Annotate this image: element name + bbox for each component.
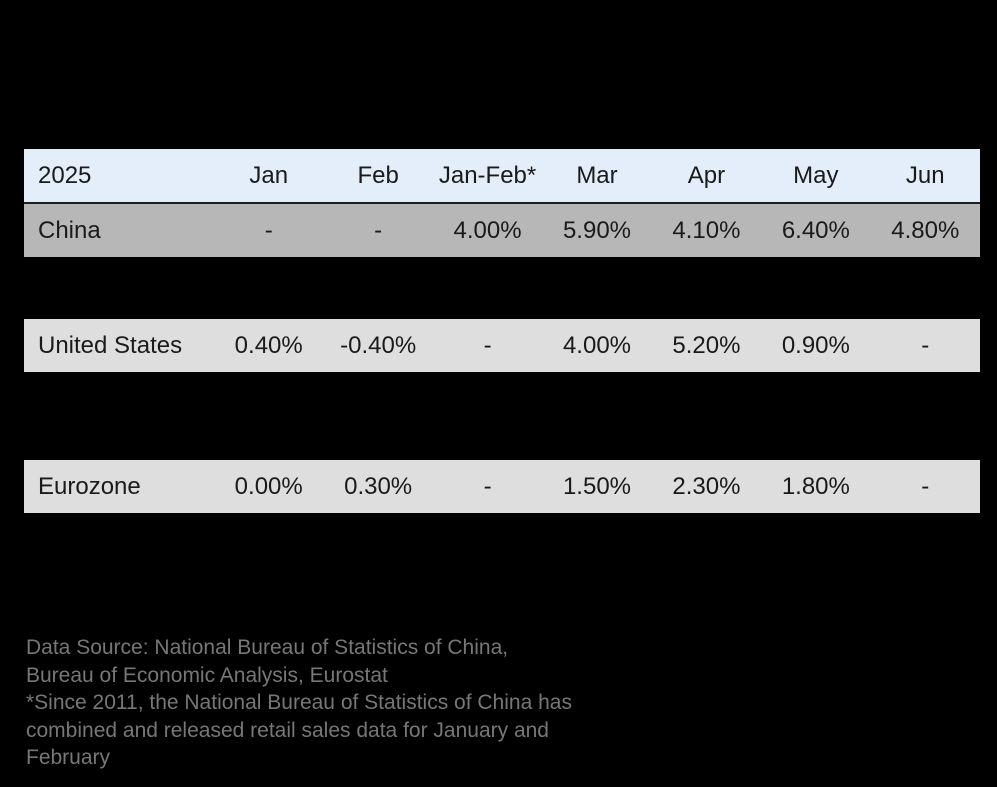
cell-china-apr: 4.10%: [672, 216, 741, 244]
row-label-united-states: United States: [38, 331, 183, 359]
column-header-jan: Jan: [249, 161, 289, 189]
cell-euro-mar: 1.50%: [562, 472, 632, 500]
row-label-china: China: [38, 216, 101, 244]
column-header-feb: Feb: [357, 161, 399, 189]
column-header-apr: Apr: [687, 161, 726, 189]
cell-us-may: 0.90%: [781, 331, 850, 359]
table-row-united-states: United States 0.40% -0.40% - 4.00% 5.20%…: [24, 319, 980, 372]
cell-china-jan: -: [264, 216, 273, 244]
cell-euro-jan-feb: -: [483, 472, 492, 500]
footer-line-data-source-1: Data Source: National Bureau of Statisti…: [26, 636, 509, 659]
column-header-mar: Mar: [576, 161, 618, 189]
cell-us-jun: -: [921, 331, 930, 359]
table-row-china: China - - 4.00% 5.90% 4.10% 6.40% 4.80%: [24, 204, 980, 257]
footer-notes: Data Source: National Bureau of Statisti…: [26, 634, 706, 772]
cell-euro-apr: 2.30%: [672, 472, 741, 500]
cell-china-jan-feb: 4.00%: [453, 216, 522, 244]
cell-euro-may: 1.80%: [781, 472, 850, 500]
footer-line-footnote-1: *Since 2011, the National Bureau of Stat…: [26, 691, 572, 714]
footer-line-footnote-3: February: [26, 746, 111, 769]
cell-us-jan: 0.40%: [234, 331, 303, 359]
column-header-may: May: [793, 161, 839, 189]
column-header-jun: Jun: [905, 161, 945, 189]
cell-us-jan-feb: -: [483, 331, 492, 359]
table-row-eurozone: Eurozone 0.00% 0.30% - 1.50% 2.30% 1.80%…: [24, 460, 980, 513]
cell-china-mar: 5.90%: [562, 216, 632, 244]
cell-us-mar: 4.00%: [562, 331, 632, 359]
cell-us-feb: -0.40%: [340, 331, 417, 359]
cell-us-apr: 5.20%: [672, 331, 741, 359]
table-header-row: 2025 Jan Feb Jan-Feb* Mar Apr May Jun: [24, 149, 980, 204]
footer-line-data-source-2: Bureau of Economic Analysis, Eurostat: [26, 663, 388, 687]
footer-line-footnote-2: combined and released retail sales data …: [26, 718, 549, 742]
column-header-jan-feb: Jan-Feb*: [438, 161, 537, 189]
cell-euro-jan: 0.00%: [234, 472, 303, 500]
row-label-eurozone: Eurozone: [38, 472, 141, 500]
cell-china-may: 6.40%: [781, 216, 850, 244]
cell-china-jun: 4.80%: [891, 216, 960, 244]
cell-euro-jun: -: [921, 472, 930, 500]
cell-china-feb: -: [374, 216, 383, 244]
cell-euro-feb: 0.30%: [344, 472, 413, 500]
column-header-year: 2025: [38, 161, 92, 189]
